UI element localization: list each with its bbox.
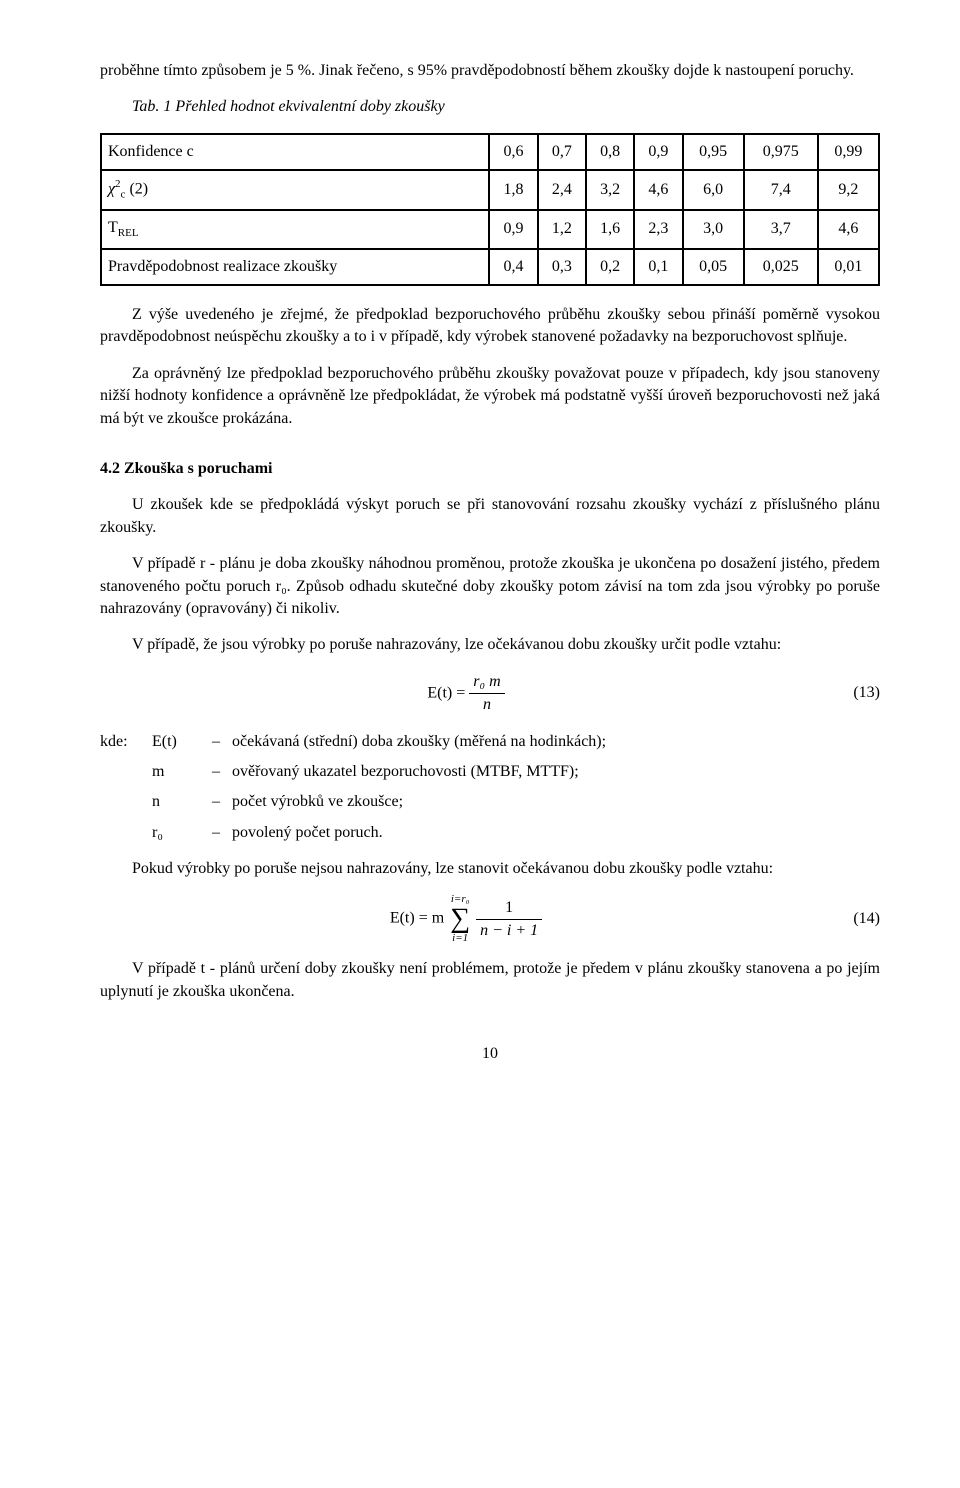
cell: 0,8: [586, 134, 634, 170]
cell: 0,9: [489, 210, 537, 249]
table-row: Konfidence c 0,6 0,7 0,8 0,9 0,95 0,975 …: [101, 134, 879, 170]
paragraph: Pokud výrobky po poruše nejsou nahrazová…: [100, 858, 880, 880]
cell: 0,6: [489, 134, 537, 170]
paragraph: Z výše uvedeného je zřejmé, že předpokla…: [100, 304, 880, 349]
def-dash: –: [212, 761, 232, 783]
cell: 0,01: [818, 249, 879, 285]
table-caption: Tab. 1 Přehled hodnot ekvivalentní doby …: [100, 96, 880, 118]
def-symbol: r₀: [152, 822, 212, 844]
eq-lhs: E(t) =: [427, 684, 465, 701]
cell: 0,975: [744, 134, 818, 170]
def-text: počet výrobků ve zkoušce;: [232, 791, 880, 813]
cell: 0,4: [489, 249, 537, 285]
equation-13: E(t) = r₀ m n (13): [100, 671, 880, 717]
section-heading: 4.2 Zkouška s poruchami: [100, 458, 880, 480]
page-number: 10: [100, 1043, 880, 1065]
def-dash: –: [212, 822, 232, 844]
equation-14: E(t) = m i=r₀ ∑ i=1 1 n − i + 1 (14): [100, 894, 880, 944]
equation-body: E(t) = m i=r₀ ∑ i=1 1 n − i + 1: [100, 894, 832, 944]
definition-row: m – ověřovaný ukazatel bezporuchovosti (…: [100, 761, 880, 783]
definition-row: n – počet výrobků ve zkoušce;: [100, 791, 880, 813]
cell: 4,6: [818, 210, 879, 249]
equation-number: (13): [832, 682, 880, 704]
cell: 0,7: [538, 134, 586, 170]
cell: 1,2: [538, 210, 586, 249]
cell: 3,2: [586, 170, 634, 210]
cell: 1,8: [489, 170, 537, 210]
cell: 3,7: [744, 210, 818, 249]
table-row: TREL 0,9 1,2 1,6 2,3 3,0 3,7 4,6: [101, 210, 879, 249]
eq-denominator: n: [469, 694, 504, 716]
def-text: ověřovaný ukazatel bezporuchovosti (MTBF…: [232, 761, 880, 783]
paragraph: Za oprávněný lze předpoklad bezporuchové…: [100, 363, 880, 430]
equivalence-table: Konfidence c 0,6 0,7 0,8 0,9 0,95 0,975 …: [100, 133, 880, 286]
cell: 9,2: [818, 170, 879, 210]
cell: 4,6: [634, 170, 682, 210]
definition-row: kde: E(t) – očekávaná (střední) doba zko…: [100, 731, 880, 753]
def-text: očekávaná (střední) doba zkoušky (měřená…: [232, 731, 880, 753]
def-lead: kde:: [100, 731, 152, 753]
cell: 3,0: [683, 210, 744, 249]
intro-paragraph: proběhne tímto způsobem je 5 %. Jinak ře…: [100, 60, 880, 82]
table-row: Pravděpodobnost realizace zkoušky 0,4 0,…: [101, 249, 879, 285]
def-symbol: m: [152, 761, 212, 783]
eq-lhs: E(t) = m: [390, 910, 444, 927]
paragraph: V případě t - plánů určení doby zkoušky …: [100, 958, 880, 1003]
summation-icon: i=r₀ ∑ i=1: [450, 894, 470, 944]
table-row: χ2c (2) 1,8 2,4 3,2 4,6 6,0 7,4 9,2: [101, 170, 879, 210]
def-symbol: E(t): [152, 731, 212, 753]
cell: 2,4: [538, 170, 586, 210]
row-label-chi: χ2c (2): [101, 170, 489, 210]
cell: 0,05: [683, 249, 744, 285]
cell: 7,4: [744, 170, 818, 210]
cell: 0,9: [634, 134, 682, 170]
row-label-trel: TREL: [101, 210, 489, 249]
cell: 0,99: [818, 134, 879, 170]
row-label-prob: Pravděpodobnost realizace zkoušky: [101, 249, 489, 285]
eq-denominator: n − i + 1: [476, 920, 542, 942]
cell: 0,025: [744, 249, 818, 285]
paragraph: V případě, že jsou výrobky po poruše nah…: [100, 634, 880, 656]
paragraph: V případě r - plánu je doba zkoušky náho…: [100, 553, 880, 620]
eq-numerator: r₀ m: [469, 671, 504, 694]
def-dash: –: [212, 791, 232, 813]
equation-number: (14): [832, 908, 880, 930]
sum-lower: i=1: [450, 933, 470, 944]
def-symbol: n: [152, 791, 212, 813]
cell: 0,1: [634, 249, 682, 285]
cell: 0,3: [538, 249, 586, 285]
cell: 2,3: [634, 210, 682, 249]
equation-body: E(t) = r₀ m n: [100, 671, 832, 717]
definition-list: kde: E(t) – očekávaná (střední) doba zko…: [100, 731, 880, 845]
row-label-confidence: Konfidence c: [101, 134, 489, 170]
cell: 6,0: [683, 170, 744, 210]
eq-numerator: 1: [476, 897, 542, 920]
cell: 0,95: [683, 134, 744, 170]
def-text: povolený počet poruch.: [232, 822, 880, 844]
definition-row: r₀ – povolený počet poruch.: [100, 822, 880, 844]
cell: 0,2: [586, 249, 634, 285]
def-dash: –: [212, 731, 232, 753]
cell: 1,6: [586, 210, 634, 249]
paragraph: U zkoušek kde se předpokládá výskyt poru…: [100, 494, 880, 539]
